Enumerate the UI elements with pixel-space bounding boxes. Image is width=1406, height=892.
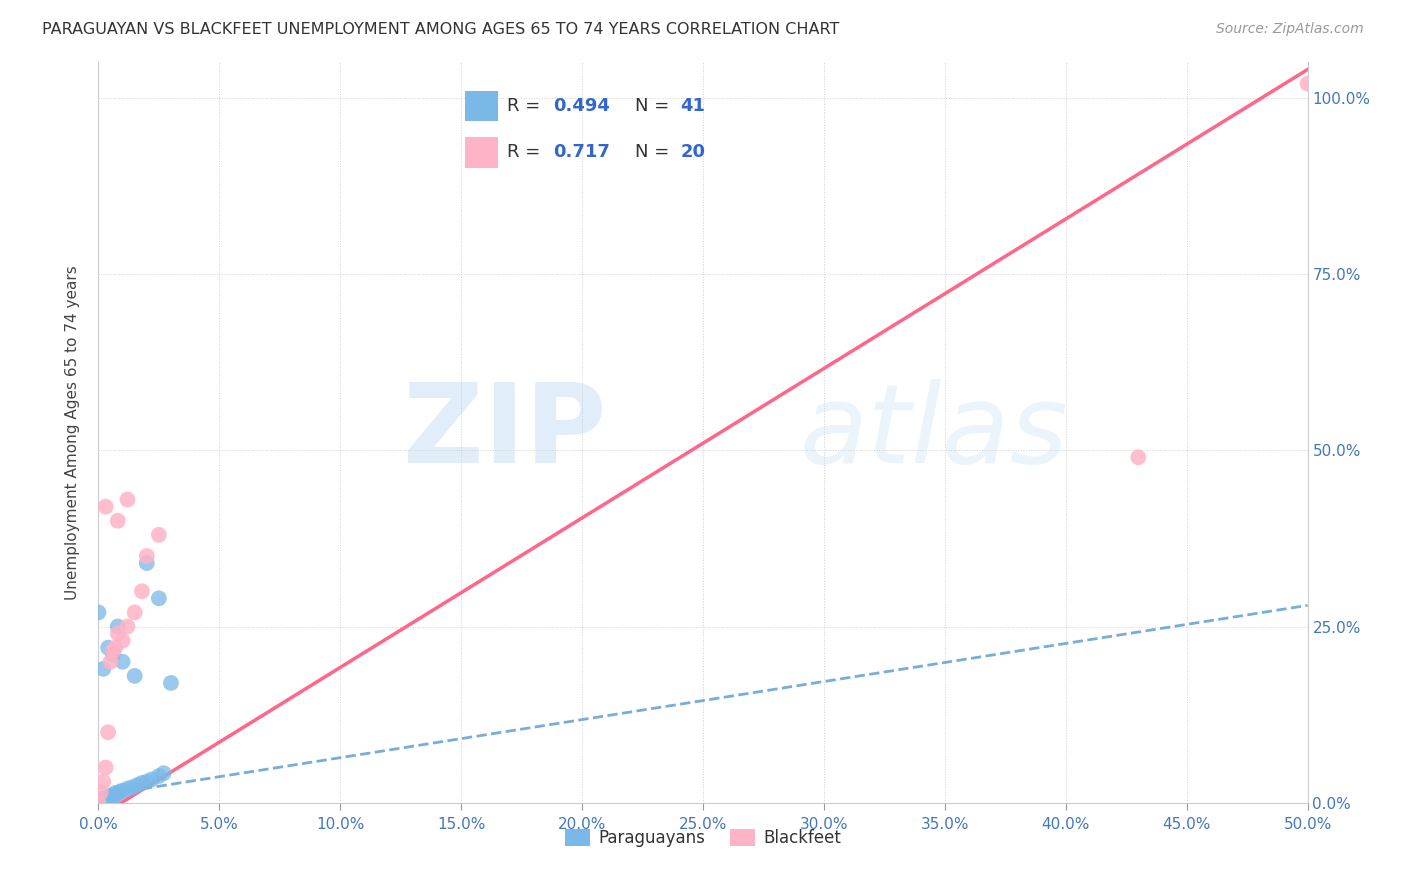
Point	[90, 794, 112, 808]
Text: atlas: atlas	[800, 379, 1069, 486]
Text: ZIP: ZIP	[404, 379, 606, 486]
Point	[101, 648, 124, 662]
Point	[117, 492, 139, 507]
Point	[87, 794, 110, 808]
Point	[94, 792, 117, 806]
Text: Source: ZipAtlas.com: Source: ZipAtlas.com	[1216, 22, 1364, 37]
Point	[104, 788, 127, 802]
Point	[152, 766, 174, 780]
Point	[100, 789, 122, 803]
Point	[100, 655, 122, 669]
Legend: Paraguayans, Blackfeet: Paraguayans, Blackfeet	[558, 822, 848, 854]
Text: PARAGUAYAN VS BLACKFEET UNEMPLOYMENT AMONG AGES 65 TO 74 YEARS CORRELATION CHART: PARAGUAYAN VS BLACKFEET UNEMPLOYMENT AMO…	[42, 22, 839, 37]
Point	[101, 644, 124, 658]
Point	[91, 791, 114, 805]
Point	[111, 784, 134, 798]
Point	[101, 789, 124, 804]
Point	[148, 591, 170, 606]
Point	[1296, 77, 1319, 91]
Point	[90, 792, 112, 806]
Point	[94, 500, 117, 514]
Point	[107, 787, 129, 801]
Point	[107, 514, 129, 528]
Point	[148, 769, 170, 783]
Point	[104, 786, 127, 800]
Point	[160, 676, 183, 690]
Point	[127, 778, 149, 792]
Point	[141, 772, 163, 787]
Point	[94, 760, 117, 774]
Point	[107, 619, 129, 633]
Point	[97, 640, 120, 655]
Point	[97, 790, 120, 805]
Point	[135, 774, 157, 789]
Point	[131, 776, 153, 790]
Point	[91, 793, 114, 807]
Point	[124, 669, 146, 683]
Point	[94, 790, 117, 805]
Point	[87, 606, 110, 620]
Point	[108, 784, 131, 798]
Point	[124, 606, 146, 620]
Point	[100, 790, 122, 805]
Point	[90, 795, 112, 809]
Point	[111, 633, 134, 648]
Point	[97, 791, 120, 805]
Point	[87, 796, 110, 810]
Point	[135, 556, 157, 570]
Point	[131, 584, 153, 599]
Y-axis label: Unemployment Among Ages 65 to 74 years: Unemployment Among Ages 65 to 74 years	[65, 265, 80, 600]
Point	[91, 794, 114, 808]
Point	[107, 626, 129, 640]
Point	[91, 662, 114, 676]
Point	[90, 785, 112, 799]
Point	[94, 794, 117, 808]
Point	[87, 795, 110, 809]
Point	[91, 774, 114, 789]
Point	[90, 794, 112, 808]
Point	[104, 640, 127, 655]
Point	[121, 780, 143, 795]
Point	[148, 528, 170, 542]
Point	[97, 725, 120, 739]
Point	[135, 549, 157, 563]
Point	[1128, 450, 1150, 465]
Point	[111, 655, 134, 669]
Point	[87, 796, 110, 810]
Point	[117, 619, 139, 633]
Point	[117, 781, 139, 796]
